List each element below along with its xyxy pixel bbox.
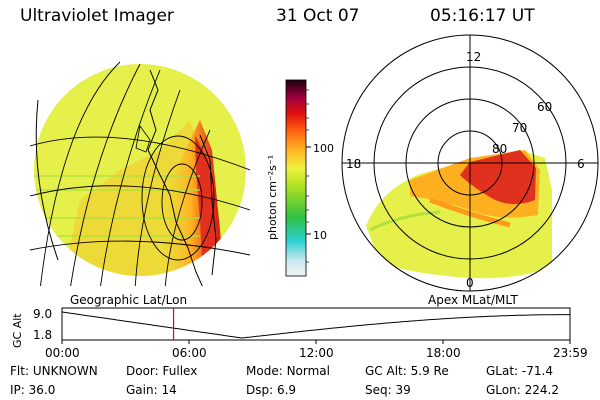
footer-gain: Gain: 14 bbox=[126, 383, 177, 397]
header-date: 31 Oct 07 bbox=[276, 6, 360, 26]
polar-lat-60: 60 bbox=[537, 100, 552, 114]
footer-gcalt: GC Alt: 5.9 Re bbox=[365, 364, 449, 378]
footer-glat: GLat: -71.4 bbox=[486, 364, 553, 378]
color-bar: 100 10 photon cm⁻²s⁻¹ bbox=[266, 79, 334, 277]
altitude-ylabel: GC Alt bbox=[11, 313, 24, 348]
altitude-xtick-label: 18:00 bbox=[426, 346, 461, 360]
footer-dsp: Dsp: 6.9 bbox=[246, 383, 297, 397]
footer-flt: Flt: UNKNOWN bbox=[10, 364, 98, 378]
polar-label-0: 0 bbox=[466, 276, 474, 290]
apex-label: Apex MLat/MLT bbox=[428, 293, 518, 307]
footer-door: Door: Fullex bbox=[126, 364, 198, 378]
colorbar-unit-label: photon cm⁻²s⁻¹ bbox=[266, 155, 279, 240]
altitude-plot: GC Alt 9.0 1.8 00:00 06:00 12:00 18:00 23:59 bbox=[11, 307, 588, 360]
header-title: Ultraviolet Imager bbox=[20, 6, 174, 26]
polar-lat-80: 80 bbox=[492, 142, 507, 156]
footer-ip: IP: 36.0 bbox=[10, 383, 56, 397]
colorbar-tick-100: 100 bbox=[313, 142, 334, 155]
altitude-xtick-label: 23:59 bbox=[553, 346, 588, 360]
geographic-label: Geographic Lat/Lon bbox=[70, 293, 187, 307]
altitude-ytick-bottom: 1.8 bbox=[33, 328, 52, 342]
altitude-curve bbox=[61, 311, 570, 339]
polar-plot: 12 18 6 0 60 70 80 bbox=[341, 34, 599, 292]
footer-glon: GLon: 224.2 bbox=[486, 383, 559, 397]
polar-label-12: 12 bbox=[466, 50, 481, 64]
geographic-map bbox=[30, 61, 250, 286]
footer-seq: Seq: 39 bbox=[365, 383, 411, 397]
polar-lat-70: 70 bbox=[512, 121, 527, 135]
header-time: 05:16:17 UT bbox=[430, 6, 535, 26]
altitude-xtick-label: 12:00 bbox=[299, 346, 334, 360]
polar-label-18: 18 bbox=[346, 157, 361, 171]
altitude-xtick-label: 00:00 bbox=[45, 346, 80, 360]
altitude-ytick-top: 9.0 bbox=[33, 307, 52, 321]
footer-mode: Mode: Normal bbox=[246, 364, 330, 378]
polar-label-6: 6 bbox=[577, 157, 585, 171]
altitude-xtick-label: 06:00 bbox=[172, 346, 207, 360]
colorbar-tick-10: 10 bbox=[313, 229, 327, 242]
